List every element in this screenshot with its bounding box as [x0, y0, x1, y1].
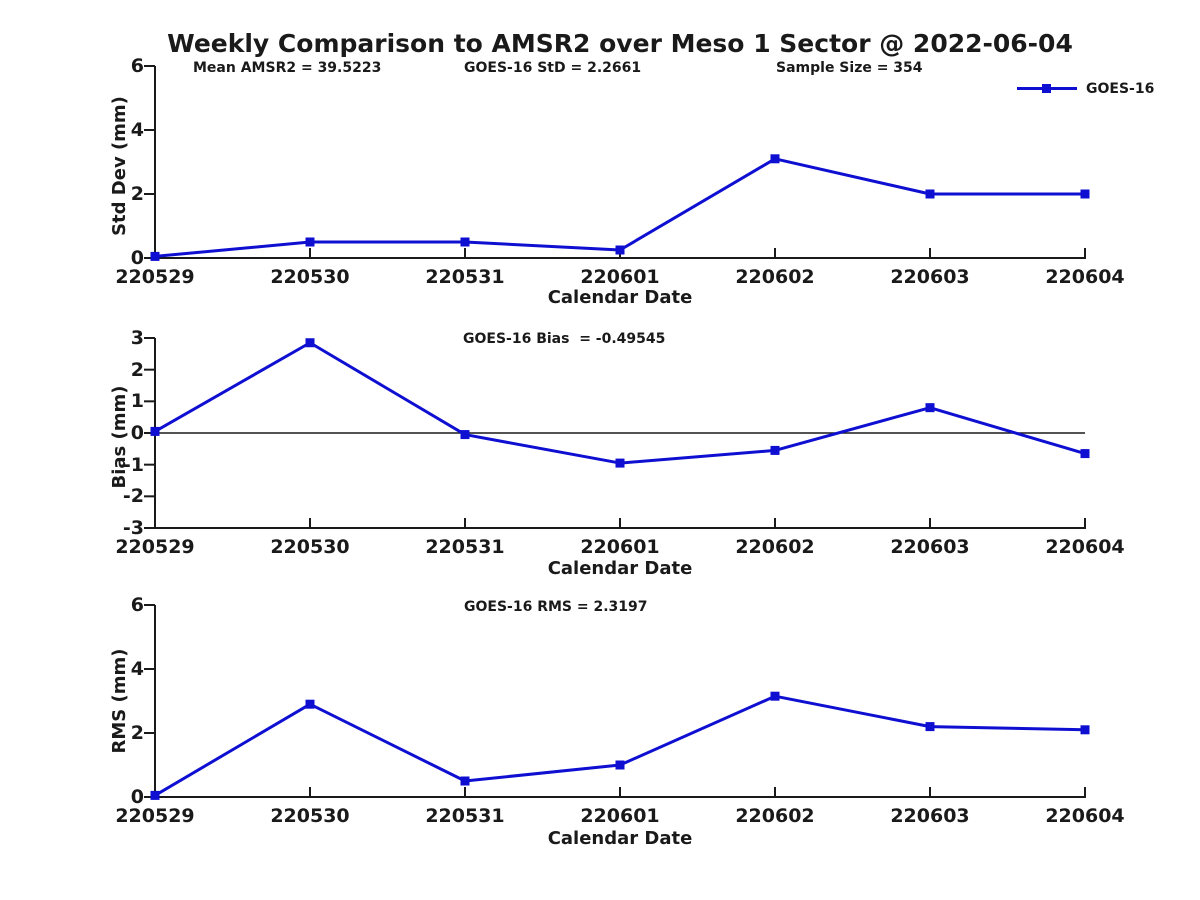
- y-tick-label: -3: [122, 517, 144, 539]
- y-axis-title-stddev: Std Dev (mm): [109, 96, 130, 236]
- x-tick-label: 220531: [425, 266, 505, 288]
- data-point-marker: [770, 154, 780, 164]
- x-tick-label: 220530: [270, 805, 350, 827]
- data-point-marker: [615, 760, 625, 770]
- x-tick-label: 220529: [115, 805, 195, 827]
- series-line-goes-16: [154, 694, 1086, 797]
- x-tick-label: 220531: [425, 805, 505, 827]
- x-tick-label: 220604: [1045, 266, 1125, 288]
- data-point-marker: [460, 430, 470, 440]
- y-tick-label: 3: [130, 327, 144, 349]
- x-tick-label: 220529: [115, 536, 195, 558]
- y-tick-label: 0: [130, 786, 144, 808]
- series-line-goes-16: [154, 341, 1086, 465]
- data-point-marker: [770, 445, 780, 455]
- x-tick-label: 220602: [735, 266, 815, 288]
- x-tick-label: 220529: [115, 266, 195, 288]
- data-point-marker: [305, 237, 315, 247]
- data-point-marker: [615, 458, 625, 468]
- y-tick-label: -1: [122, 453, 144, 476]
- data-point-marker: [150, 251, 160, 261]
- x-axis-title-subplot2: Calendar Date: [547, 558, 693, 579]
- x-tick-label: 220601: [580, 266, 660, 288]
- data-point-marker: [460, 237, 470, 247]
- page-title: Weekly Comparison to AMSR2 over Meso 1 S…: [167, 29, 1073, 58]
- y-tick-label: 4: [130, 658, 144, 680]
- x-tick-label: 220603: [890, 536, 970, 558]
- y-tick-label: 0: [130, 422, 144, 444]
- x-tick-label: 220604: [1045, 536, 1125, 558]
- legend: GOES-16: [1017, 80, 1187, 98]
- annotation-goes16-bias: GOES-16 Bias = -0.49545: [463, 331, 666, 347]
- legend-series-label: GOES-16: [1086, 81, 1155, 97]
- y-tick-label: 6: [130, 594, 144, 616]
- data-point-marker: [460, 776, 470, 786]
- data-point-marker: [770, 691, 780, 701]
- data-point-marker: [1080, 449, 1090, 459]
- y-tick-label: 2: [130, 183, 144, 205]
- data-point-marker: [925, 722, 935, 732]
- y-tick-label: 0: [130, 247, 144, 269]
- x-axis-title-subplot3: Calendar Date: [547, 828, 693, 849]
- data-point-marker: [1080, 725, 1090, 735]
- x-tick-label: 220602: [735, 805, 815, 827]
- data-point-marker: [1080, 189, 1090, 199]
- x-tick-label: 220530: [270, 266, 350, 288]
- annotation-goes16-std: GOES-16 StD = 2.2661: [464, 60, 642, 76]
- x-tick-label: 220601: [580, 536, 660, 558]
- legend-square-marker-icon: [1042, 84, 1051, 93]
- x-tick-label: 220601: [580, 805, 660, 827]
- y-tick-label: 2: [130, 358, 144, 381]
- y-tick-label: 6: [130, 55, 144, 77]
- annotation-mean-amsr2: Mean AMSR2 = 39.5223: [193, 60, 382, 76]
- y-tick-label: 2: [130, 722, 144, 744]
- x-axis-title-subplot1: Calendar Date: [547, 287, 693, 308]
- x-tick-label: 220603: [890, 266, 970, 288]
- x-tick-label: 220602: [735, 536, 815, 558]
- data-point-marker: [925, 403, 935, 413]
- data-point-marker: [925, 189, 935, 199]
- data-point-marker: [305, 338, 315, 348]
- y-tick-label: 1: [130, 390, 144, 413]
- y-tick-label: -2: [122, 485, 144, 508]
- data-point-marker: [150, 790, 160, 800]
- annotation-sample-size: Sample Size = 354: [776, 60, 923, 76]
- annotation-goes16-rms: GOES-16 RMS = 2.3197: [464, 599, 648, 615]
- data-point-marker: [305, 699, 315, 709]
- data-point-marker: [150, 426, 160, 436]
- y-tick-label: 4: [130, 119, 144, 141]
- x-tick-label: 220531: [425, 536, 505, 558]
- x-tick-label: 220530: [270, 536, 350, 558]
- x-tick-label: 220603: [890, 805, 970, 827]
- data-point-marker: [615, 245, 625, 255]
- x-tick-label: 220604: [1045, 805, 1125, 827]
- series-line-goes-16: [154, 157, 1085, 258]
